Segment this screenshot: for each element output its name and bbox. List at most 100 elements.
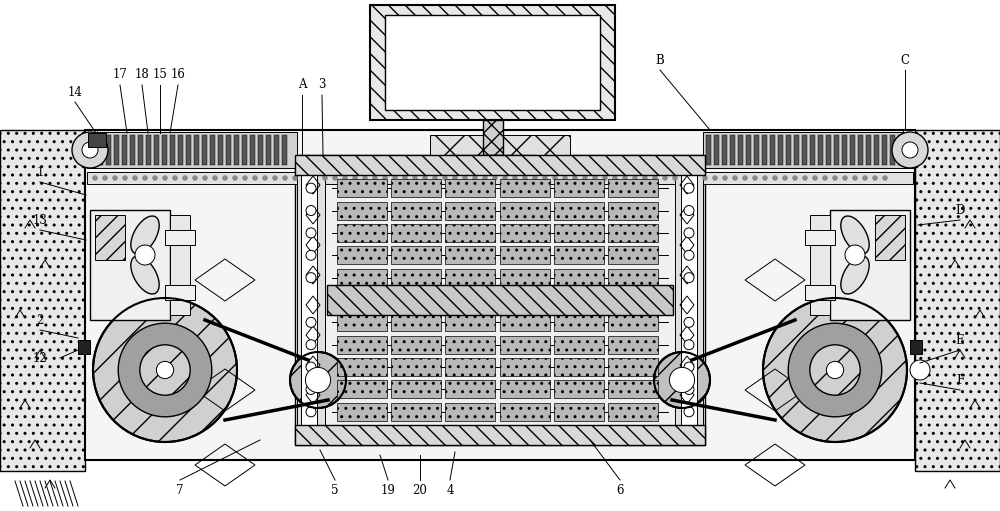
Bar xyxy=(500,179,550,197)
Bar xyxy=(500,269,550,287)
Circle shape xyxy=(552,175,558,180)
Text: 6: 6 xyxy=(616,483,624,497)
Circle shape xyxy=(212,175,218,180)
Circle shape xyxy=(156,361,174,379)
Circle shape xyxy=(312,175,318,180)
Bar xyxy=(391,179,441,197)
Bar xyxy=(337,358,387,376)
Circle shape xyxy=(684,340,694,350)
Circle shape xyxy=(93,298,237,442)
Bar xyxy=(154,135,159,165)
Bar xyxy=(114,135,119,165)
Circle shape xyxy=(262,175,268,180)
Circle shape xyxy=(452,175,458,180)
Bar xyxy=(850,135,855,165)
Bar xyxy=(608,403,658,421)
Circle shape xyxy=(788,323,882,417)
Bar xyxy=(391,269,441,287)
Bar xyxy=(165,230,195,245)
Ellipse shape xyxy=(131,256,159,294)
Text: 19: 19 xyxy=(381,483,395,497)
Text: B: B xyxy=(656,54,664,66)
Circle shape xyxy=(684,362,694,372)
Bar xyxy=(675,157,703,443)
Circle shape xyxy=(292,175,298,180)
Bar xyxy=(88,133,106,147)
Bar xyxy=(842,135,847,165)
Bar xyxy=(202,135,207,165)
Circle shape xyxy=(592,175,598,180)
Circle shape xyxy=(442,175,448,180)
Bar xyxy=(890,135,895,165)
Bar xyxy=(258,135,263,165)
Bar xyxy=(681,161,697,439)
Bar xyxy=(138,135,143,165)
Circle shape xyxy=(392,175,398,180)
Bar xyxy=(754,135,759,165)
Bar xyxy=(805,285,835,300)
Bar xyxy=(703,132,913,168)
Circle shape xyxy=(252,175,258,180)
Text: 1: 1 xyxy=(36,166,44,178)
Circle shape xyxy=(642,175,648,180)
Circle shape xyxy=(883,175,888,180)
Text: A: A xyxy=(298,79,306,91)
Bar xyxy=(500,224,550,242)
Circle shape xyxy=(302,175,308,180)
Text: 18: 18 xyxy=(135,68,149,81)
Bar xyxy=(903,130,915,142)
Bar xyxy=(234,135,239,165)
Bar xyxy=(858,135,863,165)
Bar xyxy=(295,425,705,445)
Circle shape xyxy=(402,175,408,180)
Bar xyxy=(337,269,387,287)
Circle shape xyxy=(290,352,346,408)
Circle shape xyxy=(692,175,698,180)
Bar xyxy=(445,313,495,331)
Circle shape xyxy=(842,175,848,180)
Bar xyxy=(337,403,387,421)
Bar xyxy=(337,201,387,220)
Bar xyxy=(834,135,839,165)
Circle shape xyxy=(306,362,316,372)
Circle shape xyxy=(822,175,828,180)
Bar xyxy=(882,135,887,165)
Bar xyxy=(85,130,97,142)
Bar xyxy=(282,135,287,165)
Circle shape xyxy=(306,407,316,417)
Bar xyxy=(730,135,735,165)
Circle shape xyxy=(684,273,694,283)
Text: 3: 3 xyxy=(318,79,326,91)
Circle shape xyxy=(140,345,190,395)
Bar xyxy=(87,172,913,184)
Bar xyxy=(794,135,799,165)
Circle shape xyxy=(684,250,694,260)
Bar xyxy=(762,135,767,165)
Bar xyxy=(266,135,271,165)
Circle shape xyxy=(826,361,844,379)
Circle shape xyxy=(422,175,428,180)
Circle shape xyxy=(684,384,694,394)
Bar xyxy=(98,135,103,165)
Ellipse shape xyxy=(841,256,869,294)
Circle shape xyxy=(572,175,578,180)
Bar xyxy=(95,215,125,260)
Bar xyxy=(391,358,441,376)
Circle shape xyxy=(832,175,838,180)
Circle shape xyxy=(742,175,748,180)
Bar xyxy=(554,179,604,197)
Bar xyxy=(866,135,871,165)
Bar xyxy=(910,340,922,354)
Bar xyxy=(250,135,255,165)
Circle shape xyxy=(462,175,468,180)
Bar xyxy=(722,135,727,165)
Circle shape xyxy=(892,132,928,168)
Text: 5: 5 xyxy=(331,483,339,497)
Circle shape xyxy=(152,175,158,180)
Bar xyxy=(445,246,495,264)
Ellipse shape xyxy=(841,216,869,254)
Circle shape xyxy=(712,175,718,180)
Bar xyxy=(450,155,536,173)
Bar xyxy=(165,285,195,300)
Bar xyxy=(608,201,658,220)
